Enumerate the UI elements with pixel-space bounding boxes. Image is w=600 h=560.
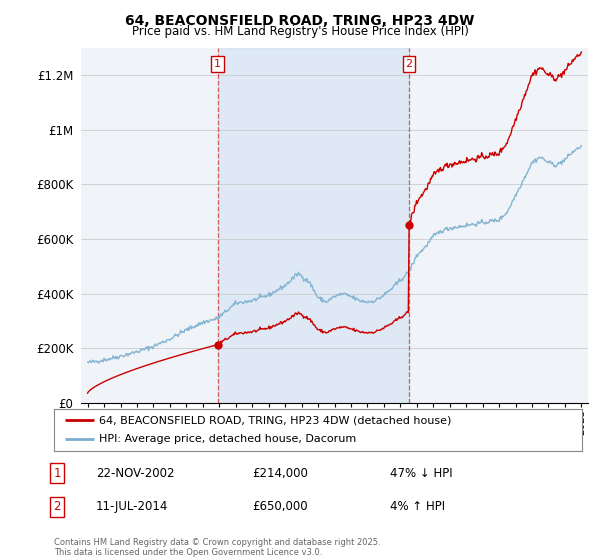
Text: 4% ↑ HPI: 4% ↑ HPI — [390, 500, 445, 514]
Text: 22-NOV-2002: 22-NOV-2002 — [96, 466, 175, 480]
Text: 2: 2 — [406, 59, 413, 69]
Text: 1: 1 — [53, 466, 61, 480]
Bar — [218, 48, 409, 403]
Text: HPI: Average price, detached house, Dacorum: HPI: Average price, detached house, Daco… — [99, 435, 356, 445]
Text: 11-JUL-2014: 11-JUL-2014 — [96, 500, 169, 514]
Text: 47% ↓ HPI: 47% ↓ HPI — [390, 466, 452, 480]
Text: Contains HM Land Registry data © Crown copyright and database right 2025.
This d: Contains HM Land Registry data © Crown c… — [54, 538, 380, 557]
Text: 1: 1 — [214, 59, 221, 69]
Text: £650,000: £650,000 — [252, 500, 308, 514]
Text: Price paid vs. HM Land Registry's House Price Index (HPI): Price paid vs. HM Land Registry's House … — [131, 25, 469, 38]
Text: 64, BEACONSFIELD ROAD, TRING, HP23 4DW (detached house): 64, BEACONSFIELD ROAD, TRING, HP23 4DW (… — [99, 415, 451, 425]
Text: 2: 2 — [53, 500, 61, 514]
Text: 64, BEACONSFIELD ROAD, TRING, HP23 4DW: 64, BEACONSFIELD ROAD, TRING, HP23 4DW — [125, 14, 475, 28]
Text: £214,000: £214,000 — [252, 466, 308, 480]
